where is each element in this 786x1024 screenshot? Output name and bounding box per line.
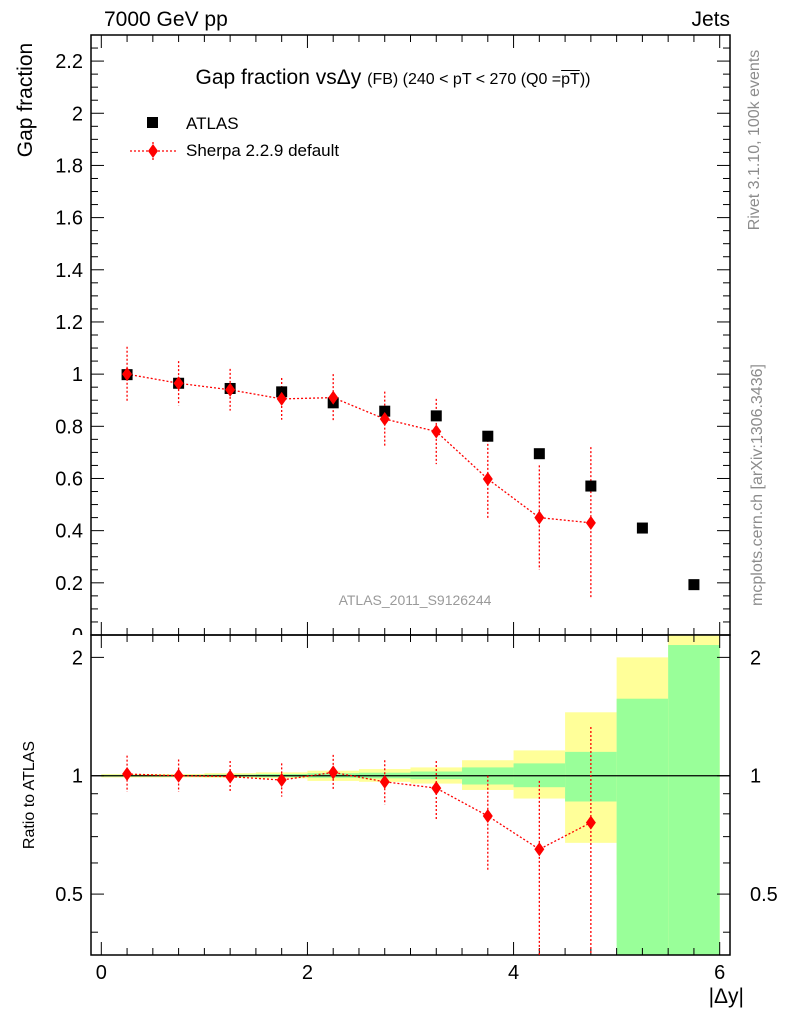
observable-category-label: Jets (691, 8, 730, 31)
title-overline: pT (561, 71, 580, 88)
atlas-point (430, 410, 442, 422)
sherpa-ratio-point (122, 767, 133, 782)
legend-sherpa-label: Sherpa 2.2.9 default (186, 141, 340, 160)
sherpa-ratio-point (534, 842, 545, 857)
sherpa-ratio-line (127, 771, 592, 851)
main-plot-panel: 0.2 0.4 0.6 0.8 1 1.2 1.4 1.6 1.8 2 2.2 0 (55, 34, 731, 647)
ratio-band-inner (668, 645, 720, 955)
sherpa-ratio-point (276, 773, 287, 788)
ratio-y-tick-label-right: 0.5 (750, 884, 778, 906)
collision-energy-label: 7000 GeV pp (104, 8, 228, 31)
atlas-point (533, 448, 545, 460)
sherpa-point (585, 515, 596, 530)
atlas-point (636, 522, 648, 534)
sherpa-point (534, 510, 545, 525)
ratio-y-tick-label-left: 2 (72, 647, 83, 669)
title-close: )) (579, 71, 591, 88)
sherpa-point (276, 391, 287, 406)
ratio-y-tick-label-right: 2 (750, 647, 761, 669)
sherpa-point (379, 412, 390, 426)
x-tick-label: 2 (302, 962, 313, 984)
main-y-tick-label: 2.2 (55, 51, 83, 73)
main-y-tick-label: 2 (72, 103, 83, 125)
x-axis-label: |Δy| (708, 985, 744, 1008)
sherpa-ratio-point (328, 765, 339, 780)
sherpa-ratio-point (482, 808, 493, 823)
sherpa-ratio-point (379, 774, 390, 789)
ratio-plot-panel: 0 2 4 6 0.5 0.5 1 1 2 2 (55, 634, 778, 984)
main-y-tick-label: 0.6 (55, 468, 83, 490)
atlas-point (585, 480, 597, 492)
legend-atlas-marker (147, 117, 158, 128)
main-y-tick-label: 1 (72, 364, 83, 386)
atlas-point (688, 579, 700, 591)
title-main: Gap fraction vsΔy (195, 66, 362, 89)
main-y-tick-label: 0.4 (55, 521, 83, 543)
main-y-tick-label: 1.2 (55, 312, 83, 334)
main-y-tick-label: 1.4 (55, 260, 83, 282)
main-y-tick-label-zero: 0 (72, 625, 83, 647)
sherpa-ratio-point (431, 781, 442, 796)
title-detail: (FB) (240 < pT < 270 (Q0 = (367, 71, 562, 88)
ratio-band-inner (616, 698, 669, 955)
atlas-point (379, 405, 391, 417)
sherpa-point (225, 382, 236, 397)
atlas-point (482, 430, 494, 442)
analysis-id-label: ATLAS_2011_S9126244 (338, 592, 492, 608)
sherpa-ratio-point (585, 815, 596, 830)
x-tick-label: 4 (508, 962, 519, 984)
ratio-y-tick-label-left: 0.5 (55, 884, 83, 906)
legend-atlas-label: ATLAS (186, 114, 239, 133)
sherpa-point (122, 367, 133, 382)
legend (130, 117, 176, 160)
main-y-tick-label: 0.8 (55, 416, 83, 438)
sherpa-point (431, 424, 442, 439)
x-tick-label: 0 (96, 962, 107, 984)
atlas-point (276, 386, 288, 398)
main-y-tick-label: 1.8 (55, 155, 83, 177)
sherpa-point (482, 472, 493, 486)
sherpa-point (328, 390, 339, 405)
main-y-tick-label: 1.6 (55, 208, 83, 230)
ratio-y-tick-label-left: 1 (72, 766, 83, 788)
sherpa-ratio-point (173, 768, 184, 783)
main-y-tick-label: 0.2 (55, 573, 83, 595)
sherpa-point (173, 376, 184, 391)
ratio-y-tick-label-right: 1 (750, 766, 761, 788)
sherpa-line (126, 373, 591, 524)
legend-sherpa-marker (148, 144, 158, 158)
x-tick-label: 6 (714, 962, 725, 984)
plot-title: Gap fraction vsΔy (FB) (240 < pT < 270 (… (0, 66, 786, 90)
sherpa-ratio-point (225, 769, 236, 784)
